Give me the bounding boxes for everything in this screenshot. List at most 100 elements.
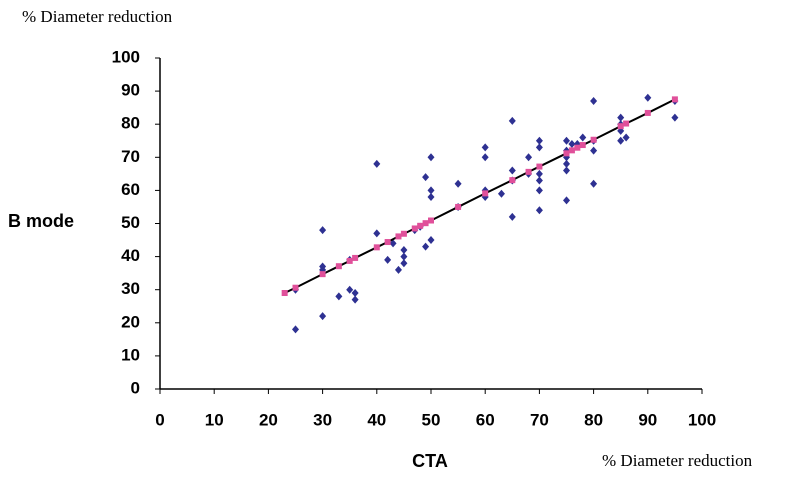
data-point: [394, 265, 402, 274]
fit-point: [395, 233, 402, 240]
fit-point: [400, 230, 407, 237]
fit-point: [623, 120, 630, 127]
y-tick-label: 40: [121, 246, 140, 265]
fit-point: [671, 96, 678, 103]
data-point: [579, 133, 587, 142]
data-point: [422, 173, 430, 182]
fit-point: [373, 244, 380, 251]
data-point: [563, 159, 570, 168]
data-point: [351, 295, 359, 304]
fit-point: [319, 271, 326, 278]
data-point: [346, 285, 354, 294]
data-point: [617, 113, 625, 122]
fit-point: [482, 190, 489, 197]
data-point: [590, 179, 598, 188]
regression-line: [284, 98, 676, 294]
x-tick-label: 40: [367, 410, 386, 429]
x-tick-label: 30: [313, 410, 332, 429]
y-tick-label: 70: [121, 147, 140, 166]
data-point: [454, 179, 462, 188]
fit-point: [292, 284, 299, 291]
x-tick-label: 80: [584, 410, 603, 429]
data-point: [535, 206, 543, 215]
y-tick-label: 80: [121, 114, 140, 133]
data-point: [400, 245, 408, 254]
y-tick-label: 20: [121, 312, 140, 331]
data-point: [427, 153, 435, 162]
data-point: [373, 159, 381, 168]
fit-point: [411, 225, 418, 232]
x-tick-label: 100: [688, 410, 716, 429]
fit-point: [568, 147, 575, 154]
data-point: [617, 136, 625, 145]
data-point: [427, 236, 435, 245]
fit-point: [536, 163, 543, 170]
data-point: [319, 312, 327, 321]
data-point: [535, 186, 543, 195]
fit-point: [384, 239, 391, 246]
fit-point: [574, 144, 581, 151]
data-point: [427, 193, 435, 202]
data-point: [525, 153, 533, 162]
x-tick-label: 60: [476, 410, 495, 429]
fit-point: [281, 290, 288, 297]
data-point: [563, 166, 570, 175]
x-tick-label: 50: [422, 410, 441, 429]
data-point: [535, 136, 543, 145]
y-tick-label: 60: [121, 180, 140, 199]
data-point: [563, 136, 570, 145]
data-point: [497, 189, 505, 198]
x-tick-label: 0: [155, 410, 164, 429]
fit-point: [422, 220, 429, 227]
data-point: [481, 153, 489, 162]
data-point: [384, 255, 392, 264]
data-point: [563, 196, 570, 205]
data-point: [422, 242, 430, 251]
data-point: [351, 289, 359, 298]
data-point: [590, 97, 598, 106]
data-point: [644, 93, 652, 102]
y-tick-label: 100: [112, 47, 140, 66]
y-tick-label: 50: [121, 213, 140, 232]
data-point: [389, 239, 397, 248]
fit-point: [352, 254, 359, 261]
x-tick-label: 70: [530, 410, 549, 429]
fit-point: [428, 217, 434, 224]
data-point: [508, 166, 516, 175]
fit-point: [644, 109, 651, 116]
y-tick-label: 90: [121, 81, 140, 100]
x-axis-label: CTA: [412, 451, 448, 471]
data-point: [508, 212, 516, 221]
data-point: [335, 292, 343, 301]
y-tick-label: 30: [121, 279, 140, 298]
fit-point: [509, 177, 516, 184]
fit-point: [525, 168, 532, 175]
data-point: [535, 143, 543, 152]
data-point: [319, 262, 327, 271]
x-tick-label: 90: [638, 410, 657, 429]
data-point: [568, 140, 576, 149]
data-point: [400, 252, 408, 261]
fit-point: [346, 257, 353, 264]
fit-point: [590, 136, 597, 143]
data-point: [427, 186, 435, 195]
y-tick-label: 10: [121, 345, 140, 364]
data-point: [508, 116, 516, 125]
x-tick-label: 10: [205, 410, 224, 429]
y-axis-label: B mode: [8, 211, 74, 231]
fit-point: [579, 142, 586, 149]
data-point: [400, 259, 408, 268]
y-tick-label: 0: [131, 378, 140, 397]
fit-point: [455, 203, 462, 210]
fit-point: [417, 222, 424, 229]
data-point: [319, 226, 327, 235]
x-unit-label: % Diameter reduction: [602, 451, 753, 470]
fit-point: [563, 150, 570, 157]
data-point: [292, 325, 299, 334]
x-tick-label: 20: [259, 410, 278, 429]
fit-point: [617, 123, 624, 130]
data-point: [373, 229, 381, 238]
data-point: [535, 176, 543, 185]
data-point: [590, 146, 598, 155]
